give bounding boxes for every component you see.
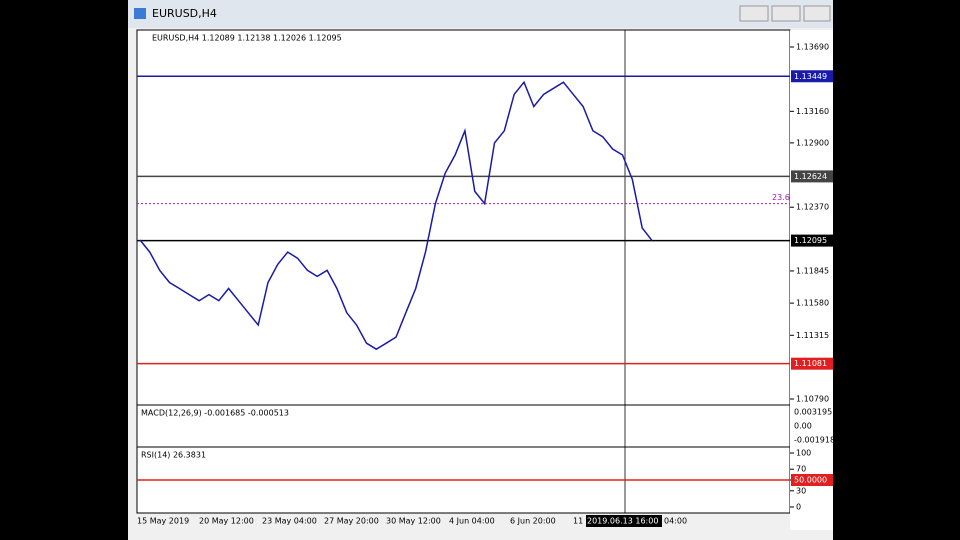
rsi-info: RSI(14) 26.3831 [141, 451, 206, 460]
window-title: EURUSD,H4 [152, 7, 217, 20]
date-label: 04:00 [664, 517, 687, 526]
level-label: 1.11081 [794, 359, 827, 368]
date-label: 4 Jun 04:00 [449, 517, 495, 526]
macd-info: MACD(12,26,9) -0.001685 -0.000513 [141, 409, 289, 418]
rsi-tag [791, 474, 833, 486]
date-label: 2019.06.13 16:00 [587, 517, 658, 526]
price-line [139, 80, 653, 351]
window-icon [134, 8, 146, 19]
macd-tick-label: 0.00 [794, 422, 812, 431]
date-label: 27 May 20:00 [324, 517, 379, 526]
price-tick-label: 1.11845 [796, 266, 829, 275]
date-label: 23 May 04:00 [262, 517, 317, 526]
level-label: 1.12624 [794, 172, 827, 181]
level-label: 1.12095 [794, 236, 827, 245]
price-tick-label: 1.11580 [796, 299, 829, 308]
level-tag [791, 70, 833, 83]
level-tag [791, 357, 833, 370]
price-tick-label: 1.13690 [796, 43, 829, 52]
date-label: 15 May 2019 [137, 517, 189, 526]
date-label: 6 Jun 20:00 [510, 517, 556, 526]
price-axis [790, 30, 833, 530]
minimize-button[interactable] [739, 5, 769, 22]
chart-area [136, 29, 791, 514]
date-label: 20 May 12:00 [199, 517, 254, 526]
level-label: 1.13449 [794, 72, 827, 81]
chart-info: EURUSD,H4 1.12089 1.12138 1.12026 1.1209… [152, 34, 342, 43]
level-tag [791, 170, 833, 183]
date-label: 11 [573, 517, 583, 526]
price-tick-label: 1.12370 [796, 203, 829, 212]
fib-label: 23.6 [772, 193, 790, 202]
level-tag [791, 234, 833, 247]
rsi-tick-label: 100 [796, 449, 811, 458]
price-tick-label: 1.11315 [796, 331, 829, 340]
maximize-button[interactable] [771, 5, 801, 22]
rsi-tick-label: 0 [796, 503, 801, 512]
price-tick-label: 1.12900 [796, 138, 829, 147]
rsi-tick-label: 70 [796, 465, 806, 474]
price-tick-label: 1.13160 [796, 107, 829, 116]
date-label: 30 May 12:00 [386, 517, 441, 526]
title-bar [128, 0, 833, 28]
close-button[interactable] [803, 5, 831, 22]
time-tag [586, 515, 662, 527]
macd-tick-label: -0.001918 [794, 436, 835, 445]
price-tick-label: 1.10790 [796, 395, 829, 404]
macd-tick-label: 0.003195 [794, 408, 832, 417]
rsi-tick-label: 30 [796, 486, 806, 495]
rsi-tick-label: 50.0000 [794, 476, 827, 485]
